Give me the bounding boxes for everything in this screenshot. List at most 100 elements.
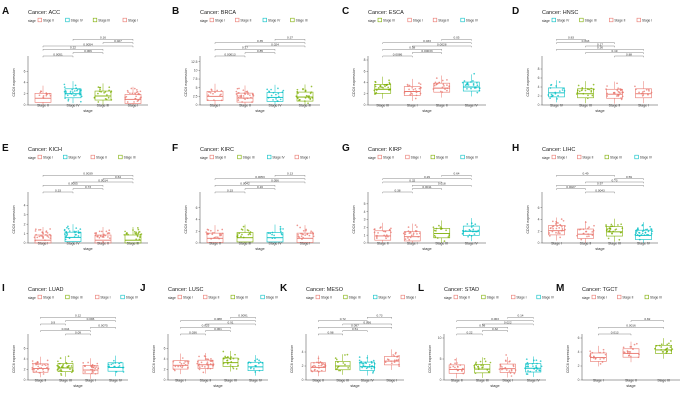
data-point bbox=[661, 351, 664, 353]
data-point bbox=[512, 364, 515, 366]
data-point bbox=[46, 235, 49, 237]
legend-key bbox=[37, 154, 42, 160]
x-tick-label: Stage III bbox=[376, 104, 389, 108]
data-point bbox=[410, 92, 412, 95]
legend-label: Stage IV bbox=[466, 155, 479, 159]
data-point bbox=[133, 230, 136, 233]
data-point bbox=[444, 88, 446, 90]
data-point bbox=[196, 362, 199, 365]
data-point bbox=[187, 360, 190, 363]
pvalue-bracket bbox=[456, 333, 483, 336]
legend-label: Stage I bbox=[406, 295, 416, 299]
pvalue-label: 0.16 bbox=[100, 36, 106, 40]
data-point bbox=[560, 218, 563, 221]
pvalue-label: 0.22 bbox=[466, 330, 472, 334]
x-tick-label: Stage I bbox=[407, 104, 418, 108]
panel-letter: I bbox=[2, 283, 5, 294]
y-axis-label: CDC6 expression bbox=[12, 205, 16, 233]
pvalue-bracket bbox=[274, 39, 306, 41]
pvalue-bracket bbox=[382, 49, 442, 51]
data-point bbox=[629, 345, 632, 348]
box-body bbox=[433, 228, 451, 239]
data-point bbox=[201, 365, 204, 368]
data-point bbox=[40, 234, 42, 237]
legend-key bbox=[260, 294, 265, 300]
panel-letter: J bbox=[140, 283, 146, 294]
pvalue-bracket bbox=[585, 181, 644, 184]
y-tick-label: 4 bbox=[24, 357, 26, 361]
data-point bbox=[209, 91, 212, 94]
data-point bbox=[513, 372, 516, 375]
legend-key bbox=[267, 154, 272, 160]
data-point bbox=[561, 89, 564, 91]
data-point bbox=[314, 365, 317, 368]
pvalue-label: 0.033 bbox=[423, 39, 431, 43]
data-point bbox=[481, 366, 483, 369]
box-stage-i bbox=[296, 224, 315, 243]
pvalue-label: 0.91 bbox=[227, 320, 233, 324]
box-body bbox=[124, 234, 142, 244]
data-point bbox=[94, 367, 97, 370]
pvalue-bracket bbox=[72, 188, 104, 190]
x-axis-label: stage bbox=[255, 247, 264, 251]
legend-key bbox=[122, 17, 127, 23]
data-point bbox=[198, 368, 201, 371]
y-tick-label: 5 bbox=[364, 202, 366, 206]
data-point bbox=[622, 346, 625, 349]
legend-key bbox=[579, 17, 584, 23]
legend-key bbox=[551, 17, 556, 23]
x-tick-label: Stage IV bbox=[527, 379, 541, 383]
box-stage-ii bbox=[196, 353, 215, 374]
data-point bbox=[105, 230, 108, 233]
data-point bbox=[198, 355, 200, 358]
data-point bbox=[179, 361, 181, 364]
data-point bbox=[443, 240, 446, 242]
data-point bbox=[580, 238, 583, 241]
data-point bbox=[71, 360, 73, 363]
data-point bbox=[237, 99, 240, 101]
pvalue-label: 0.025 bbox=[202, 324, 210, 328]
data-point bbox=[258, 359, 260, 362]
legend-label: Stage II bbox=[43, 18, 54, 22]
legend-key bbox=[95, 294, 100, 300]
legend: stage Stage II Stage III Stage I Stage IV bbox=[444, 294, 555, 300]
data-point bbox=[358, 356, 361, 358]
panel-letter: E bbox=[2, 143, 9, 154]
data-point bbox=[505, 369, 508, 371]
pvalue-label: 0.0075 bbox=[98, 324, 108, 328]
data-point bbox=[584, 89, 587, 92]
data-point bbox=[509, 360, 511, 362]
data-point bbox=[535, 364, 537, 367]
legend-key bbox=[481, 294, 486, 300]
data-point bbox=[407, 226, 410, 228]
y-tick-label: 2 bbox=[364, 92, 366, 96]
data-point bbox=[99, 88, 101, 91]
y-tick-label: 4 bbox=[196, 218, 198, 222]
box-body bbox=[462, 225, 480, 236]
pvalue-label: 0.73 bbox=[85, 185, 91, 189]
data-point bbox=[619, 89, 622, 92]
data-point bbox=[479, 360, 482, 363]
data-point bbox=[611, 232, 613, 235]
y-tick-label: 0 bbox=[364, 103, 366, 107]
data-point bbox=[183, 362, 185, 365]
data-point bbox=[395, 351, 397, 354]
pvalue-bracket bbox=[614, 178, 644, 180]
y-tick-label: 2 bbox=[196, 229, 198, 233]
y-tick-label: 5 bbox=[440, 357, 442, 361]
box-stage-iv bbox=[358, 354, 376, 376]
pvalue-label: 0.33 bbox=[227, 188, 233, 192]
box-stage-ii bbox=[31, 356, 50, 378]
data-point bbox=[92, 366, 95, 369]
y-tick-label: 8 bbox=[538, 67, 540, 71]
pvalue-bracket bbox=[382, 178, 472, 180]
legend-key bbox=[460, 17, 465, 23]
data-point bbox=[226, 359, 228, 362]
y-tick-label: 2 bbox=[578, 364, 580, 368]
legend: stage Stage I Stage II Stage III Stage IV bbox=[542, 154, 653, 160]
legend-label: Stage II bbox=[582, 155, 593, 159]
legend-label: Stage I bbox=[597, 295, 607, 299]
y-tick-label: 4 bbox=[538, 218, 540, 222]
data-point bbox=[73, 230, 76, 233]
data-point bbox=[558, 227, 561, 229]
